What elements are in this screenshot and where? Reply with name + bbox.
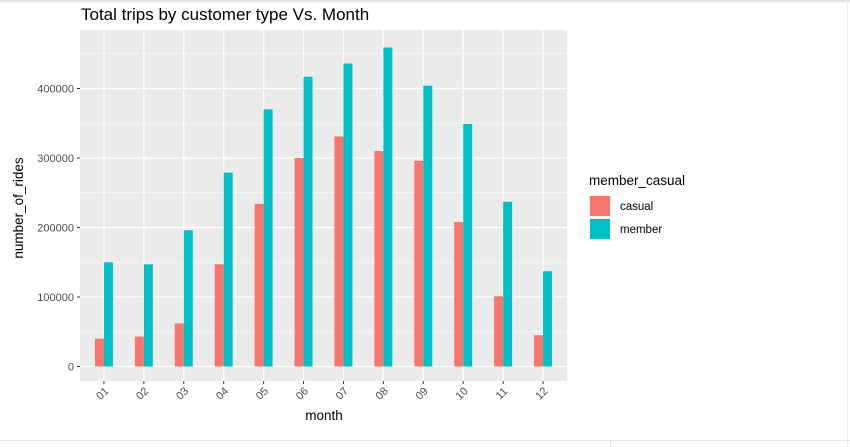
chart-title: Total trips by customer type Vs. Month	[81, 5, 369, 24]
bar-casual-07	[334, 136, 344, 367]
bar-member-01	[103, 262, 113, 367]
bar-member-02	[143, 264, 153, 367]
x-tick-label: 09	[414, 385, 431, 402]
window-divider-mark	[610, 440, 611, 447]
x-tick-label: 12	[533, 385, 550, 402]
bar-member-10	[463, 123, 473, 367]
bars	[94, 47, 553, 367]
bar-casual-05	[254, 203, 264, 367]
bar-member-07	[343, 63, 353, 367]
x-axis-title: month	[305, 408, 343, 423]
y-tick-label: 300000	[37, 153, 74, 165]
x-tick-label: 03	[174, 385, 191, 402]
bar-casual-09	[414, 160, 424, 367]
legend-swatch-casual	[590, 196, 610, 216]
bar-member-09	[423, 85, 433, 367]
bar-casual-12	[534, 335, 544, 367]
bar-member-05	[263, 109, 273, 367]
bar-casual-04	[214, 264, 224, 367]
x-tick-label: 04	[214, 385, 231, 402]
legend: member_casual casual member	[589, 173, 685, 240]
x-tick-label: 02	[134, 385, 151, 402]
y-tick-label: 0	[68, 362, 74, 374]
bar-casual-02	[134, 336, 144, 367]
x-tick-label: 08	[374, 385, 391, 402]
y-axis-title: number_of_rides	[11, 157, 26, 259]
bar-member-12	[543, 271, 553, 367]
y-tick-label: 400000	[37, 84, 74, 96]
bar-member-03	[183, 230, 193, 367]
bar-casual-08	[374, 151, 384, 367]
x-tick-label: 10	[454, 385, 471, 402]
bar-member-04	[223, 172, 233, 367]
bar-casual-10	[454, 221, 464, 367]
y-axis: 0 100000 200000 300000 400000	[37, 84, 80, 374]
legend-label-member: member	[620, 224, 662, 236]
window-bottom-border	[0, 440, 850, 441]
bar-casual-06	[294, 158, 304, 367]
x-tick-label: 05	[254, 385, 271, 402]
legend-label-casual: casual	[620, 201, 653, 213]
bar-casual-03	[174, 323, 184, 367]
x-tick-label: 07	[334, 385, 351, 402]
bar-member-11	[503, 201, 513, 367]
x-axis: 01 02 03 04 05 06 07 08 09 10 11 12	[94, 381, 551, 403]
bar-casual-11	[494, 296, 504, 367]
legend-title: member_casual	[589, 173, 685, 188]
x-tick-label: 01	[94, 385, 111, 402]
bar-member-08	[383, 47, 393, 367]
plot-panel	[80, 30, 567, 381]
window-top-border	[0, 0, 850, 2]
bar-member-06	[303, 76, 313, 367]
y-tick-label: 100000	[37, 292, 74, 304]
window-right-border	[847, 0, 848, 447]
x-tick-label: 11	[494, 386, 511, 403]
bar-casual-01	[94, 338, 104, 367]
y-tick-label: 200000	[37, 223, 74, 235]
legend-swatch-member	[590, 219, 610, 239]
x-tick-label: 06	[294, 385, 311, 402]
